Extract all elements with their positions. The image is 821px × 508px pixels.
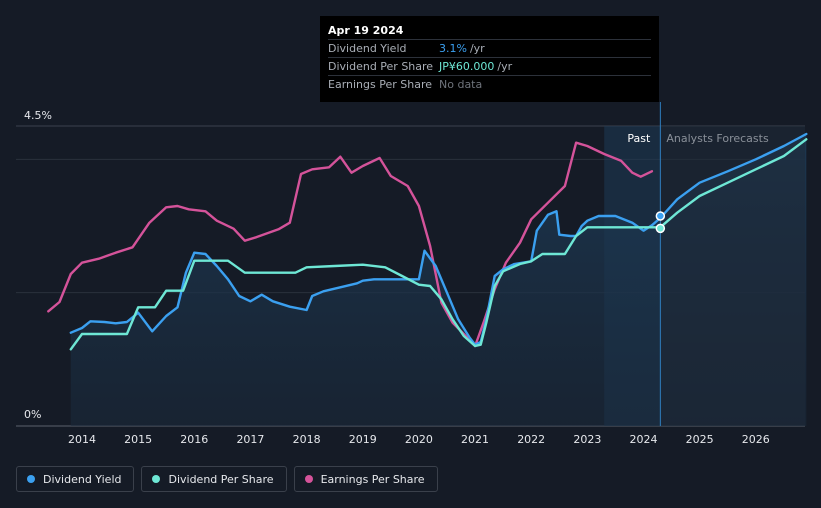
legend-label: Dividend Per Share xyxy=(168,472,274,486)
x-tick-label: 2025 xyxy=(686,433,714,446)
markers-layer xyxy=(655,211,666,234)
x-tick-label: 2024 xyxy=(630,433,658,446)
dividend-per-share-marker xyxy=(655,223,666,234)
x-tick-label: 2014 xyxy=(68,433,96,446)
x-tick-label: 2022 xyxy=(517,433,545,446)
forecast-region xyxy=(660,126,805,426)
legend-earnings-per-share[interactable]: Earnings Per Share xyxy=(293,466,438,492)
x-tick-label: 2026 xyxy=(742,433,770,446)
y-axis-bottom-label: 0% xyxy=(24,408,41,421)
forecast-region-label: Analysts Forecasts xyxy=(666,132,769,145)
dividend-per-share-dot-icon xyxy=(152,475,161,483)
x-tick-label: 2016 xyxy=(180,433,208,446)
tooltip-row-dividend-yield: Dividend Yield 3.1% /yr xyxy=(328,39,651,57)
x-tick-label: 2019 xyxy=(349,433,377,446)
chart-legend: Dividend Yield Dividend Per Share Earnin… xyxy=(16,466,438,492)
tooltip-value: 3.1% xyxy=(439,42,467,55)
legend-dividend-yield[interactable]: Dividend Yield xyxy=(16,466,135,492)
legend-label: Dividend Yield xyxy=(43,472,122,486)
tooltip-unit: /yr xyxy=(469,42,485,55)
x-tick-label: 2018 xyxy=(293,433,321,446)
y-axis-top-label: 4.5% xyxy=(24,109,52,122)
past-region-label: Past xyxy=(627,132,651,145)
tooltip-value: JP¥60.000 xyxy=(439,60,495,73)
tooltip-unit: /yr xyxy=(497,60,513,73)
x-tick-label: 2017 xyxy=(236,433,264,446)
dividend-yield-line xyxy=(69,132,808,346)
dividend-yield-dot-icon xyxy=(27,475,35,483)
labels-layer: 4.5% 0% Past Analysts Forecasts xyxy=(24,109,769,421)
x-tick-label: 2023 xyxy=(573,433,601,446)
tooltip-row-dividend-per-share: Dividend Per Share JP¥60.000 /yr xyxy=(328,57,651,75)
tooltip-label: Dividend Yield xyxy=(328,42,407,55)
dividend-per-share-line xyxy=(69,138,808,351)
legend-dividend-per-share[interactable]: Dividend Per Share xyxy=(141,466,287,492)
tooltip-row-earnings-per-share: Earnings Per Share No data xyxy=(328,75,651,93)
tooltip-label: Earnings Per Share xyxy=(328,78,433,91)
hover-tooltip: Apr 19 2024 Dividend Yield 3.1% /yr Divi… xyxy=(320,16,659,102)
earnings-per-share-dot-icon xyxy=(304,475,313,483)
x-tick-label: 2021 xyxy=(461,433,489,446)
tooltip-label: Dividend Per Share xyxy=(328,60,434,73)
tooltip-date: Apr 19 2024 xyxy=(328,24,404,37)
legend-label: Earnings Per Share xyxy=(320,472,425,486)
earnings-per-share-line xyxy=(47,141,654,348)
dividend-yield-marker xyxy=(655,211,666,221)
x-tick-label: 2015 xyxy=(124,433,152,446)
x-axis-ticks: 2014 2015 2016 2017 2018 2019 2020 2021 2022 2023… xyxy=(68,433,770,446)
series-layer xyxy=(47,132,808,351)
x-tick-label: 2020 xyxy=(405,433,433,446)
tooltip-value: No data xyxy=(439,78,483,91)
dividend-yield-area xyxy=(70,134,807,426)
